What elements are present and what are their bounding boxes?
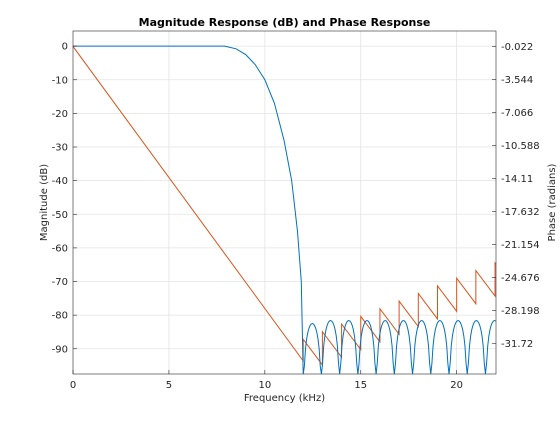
y-axis-right-label: Phase (radians) [547,163,558,241]
series-layer [72,45,497,375]
y-right-tick-label: -3.544 [501,75,533,86]
y-left-tick-label: -50 [52,210,68,221]
y-right-tick-label: -28.198 [501,306,540,317]
magnitude-response-line [73,45,496,375]
y-right-tick-label: -17.632 [501,207,540,218]
x-tick-label: 0 [70,380,76,391]
y-left-tick-label: -40 [52,176,68,187]
grid [73,31,496,374]
x-tick-label: 5 [166,380,172,391]
y-left-tick-label: -10 [52,75,68,86]
axes-box [72,30,497,375]
y-right-tick-label: -21.154 [501,240,540,251]
chart-title: Magnitude Response (dB) and Phase Respon… [139,16,431,29]
y-right-tick-label: -10.588 [501,141,540,152]
x-tick-label: 20 [450,380,463,391]
y-left-tick-label: -70 [52,277,68,288]
ticks: 0 5 10 15 20 0 -10 -20 -30 -40 -50 -60 -70 -80 -90 -0.0… [52,42,540,391]
y-right-tick-label: -0.022 [501,42,533,53]
y-left-tick-label: -90 [52,344,68,355]
y-left-tick-label: -60 [52,243,68,254]
phase-response-line [72,46,497,367]
x-axis-label: Frequency (kHz) [244,393,325,404]
y-right-tick-label: -7.066 [501,108,533,119]
y-right-tick-label: -14.11 [501,174,533,185]
y-axis-left-label: Magnitude (dB) [39,164,50,241]
y-left-tick-label: 0 [62,42,68,53]
plot-area [73,31,496,374]
y-left-tick-label: -30 [52,143,68,154]
x-tick-label: 10 [258,380,271,391]
y-left-tick-label: -80 [52,311,68,322]
x-tick-label: 15 [354,380,367,391]
y-right-tick-label: -24.676 [501,273,540,284]
y-left-tick-label: -20 [52,109,68,120]
y-right-tick-label: -31.72 [501,339,533,350]
